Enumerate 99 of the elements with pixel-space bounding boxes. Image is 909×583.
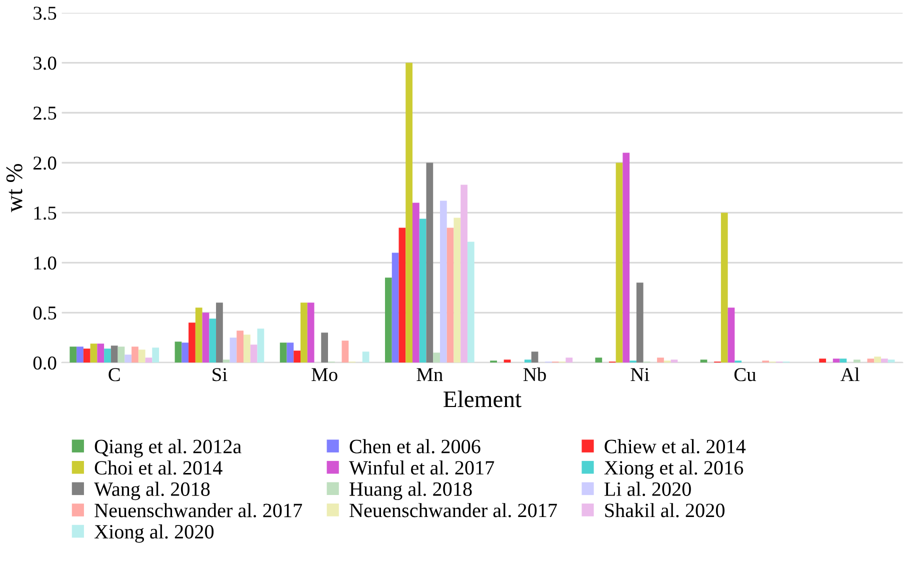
bar <box>622 152 630 363</box>
bar <box>202 312 210 363</box>
x-tick-label: Cu <box>734 368 756 382</box>
bar <box>657 358 664 363</box>
x-axis-title: Element <box>444 390 522 408</box>
legend-label: Neuenschwander al. 2017 <box>350 503 557 518</box>
bar <box>398 228 406 363</box>
bar <box>362 352 370 363</box>
bar <box>209 318 216 363</box>
bar <box>595 358 602 363</box>
legend-label: Winful et al. 2017 <box>348 460 494 475</box>
bar <box>406 62 412 363</box>
bar <box>819 358 826 363</box>
x-tick-label: Si <box>212 368 228 382</box>
y-axis-title: wt % <box>6 164 22 212</box>
bar <box>124 354 132 363</box>
bar <box>300 302 308 363</box>
bar <box>70 346 77 363</box>
y-tick-label: 1.0 <box>34 256 56 270</box>
y-tick-label: 0.0 <box>33 356 56 370</box>
y-tick-label: 3.0 <box>34 56 56 70</box>
bar <box>636 282 644 363</box>
bar <box>132 346 138 363</box>
bar <box>76 346 84 363</box>
bar <box>460 184 468 363</box>
bar <box>83 348 90 363</box>
bar <box>182 342 189 363</box>
bar <box>138 350 146 363</box>
bar <box>244 334 250 363</box>
bar <box>874 356 882 363</box>
x-tick-label: Al <box>840 367 860 381</box>
bar <box>728 308 735 363</box>
bar <box>118 346 125 363</box>
x-tick-label: Mo <box>312 368 338 382</box>
bar <box>250 344 258 363</box>
legend-label: Xiong et al. 2016 <box>604 460 744 479</box>
legend-label: Huang al. 2018 <box>350 482 472 500</box>
bar <box>426 162 434 363</box>
bar <box>412 202 420 363</box>
y-tick-label: 2.0 <box>34 156 56 170</box>
bar <box>104 348 111 363</box>
bar <box>881 358 888 363</box>
bar <box>216 302 223 363</box>
bar <box>280 342 287 363</box>
bar <box>152 348 160 363</box>
bar <box>321 332 328 363</box>
legend-label: Xiong al. 2020 <box>94 524 214 543</box>
bar <box>419 218 426 363</box>
bar <box>832 358 840 363</box>
bar <box>286 342 294 363</box>
bar <box>307 302 314 363</box>
bar <box>467 242 474 363</box>
legend-label: Shakil al. 2020 <box>605 503 724 518</box>
bar <box>294 350 301 363</box>
bar <box>840 358 847 363</box>
x-tick-label: Ni <box>630 368 650 381</box>
bar <box>454 218 461 363</box>
y-tick-label: 2.5 <box>34 106 56 120</box>
bar <box>446 228 454 363</box>
legend-label: Qiang et al. 2012a <box>94 439 242 458</box>
bar <box>236 330 244 363</box>
legend-label: Li al. 2020 <box>604 482 691 496</box>
bar <box>90 344 98 363</box>
bar <box>504 360 511 363</box>
bar <box>566 358 573 363</box>
bar <box>531 352 538 363</box>
bar <box>188 322 196 363</box>
bar <box>524 360 532 363</box>
bar <box>222 360 230 363</box>
bar <box>616 162 623 363</box>
legend-label: Neuenschwander al. 2017 <box>94 503 302 518</box>
bar <box>867 358 874 363</box>
x-tick-label: Mn <box>416 368 443 381</box>
bar <box>174 342 182 363</box>
bar <box>433 352 440 363</box>
y-tick-label: 1.5 <box>34 206 56 220</box>
bar <box>257 328 264 363</box>
bar <box>720 212 728 363</box>
x-tick-label: Nb <box>523 367 546 382</box>
x-tick-label: C <box>108 368 120 382</box>
bar <box>230 338 237 363</box>
legend-label: Choi et al. 2014 <box>94 460 222 475</box>
y-tick-label: 3.5 <box>34 6 56 20</box>
bar <box>854 360 860 363</box>
bar <box>888 360 895 363</box>
bar <box>97 344 104 363</box>
bar <box>385 278 392 363</box>
bar <box>145 358 152 363</box>
bar <box>392 252 399 363</box>
bar <box>700 360 708 363</box>
legend-label: Chen et al. 2006 <box>350 439 480 454</box>
bar <box>670 360 678 363</box>
legend-label: Wang al. 2018 <box>94 482 210 500</box>
y-tick-label: 0.5 <box>33 306 56 320</box>
bar <box>195 308 202 363</box>
bar <box>342 340 349 363</box>
bar <box>110 346 118 363</box>
bar <box>440 200 447 363</box>
legend-label: Chiew et al. 2014 <box>604 439 746 454</box>
